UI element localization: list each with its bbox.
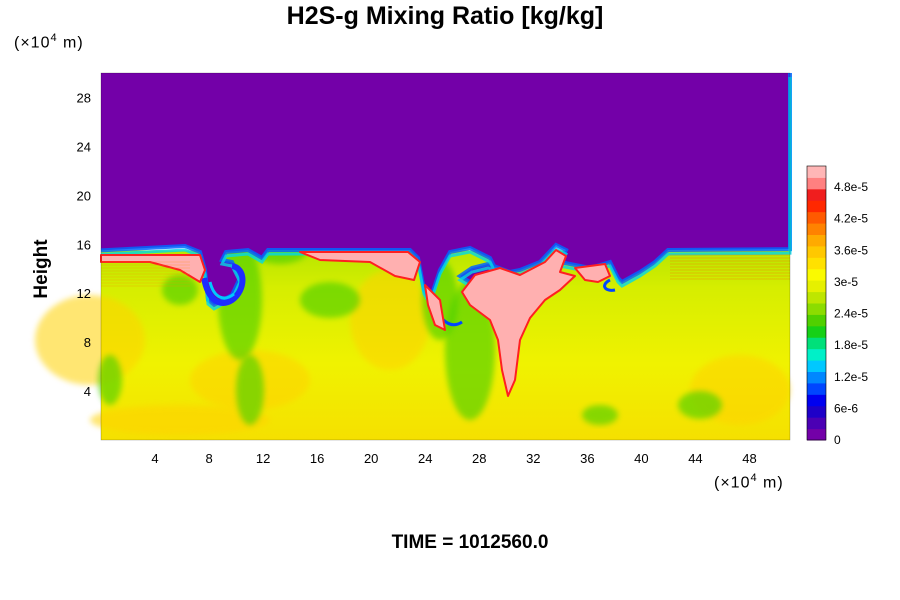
y-tick-label: 12	[77, 286, 91, 301]
colorbar-swatch	[807, 325, 826, 338]
colorbar-swatch	[807, 166, 826, 178]
x-tick-label: 32	[526, 451, 540, 466]
high-value-pocket	[100, 254, 206, 283]
colorbar-swatch	[807, 268, 826, 281]
colorbar-swatch	[807, 245, 826, 258]
y-tick-label: 20	[77, 188, 91, 203]
x-tick-label: 20	[364, 451, 378, 466]
green-patch	[162, 275, 198, 305]
colorbar-swatch	[807, 394, 826, 407]
colorbar-swatch	[807, 337, 826, 350]
colorbar-tick-label: 3.6e-5	[834, 243, 868, 257]
colorbar-swatch	[807, 314, 826, 327]
colorbar-tick-label: 6e-6	[834, 401, 858, 415]
colorbar-tick-label: 3e-5	[834, 275, 858, 289]
colorbar-swatch	[807, 360, 826, 372]
orange-patch	[90, 405, 270, 435]
plot-frame	[100, 72, 791, 441]
colorbar-tick-label: 0	[834, 433, 841, 447]
x-tick-label: 16	[310, 451, 324, 466]
colorbar-tick-label: 1.2e-5	[834, 370, 868, 384]
x-tick-label: 8	[205, 451, 212, 466]
y-tick-label: 24	[77, 139, 91, 154]
colorbar-tick-label: 4.8e-5	[834, 180, 868, 194]
colorbar-swatch	[807, 291, 826, 304]
x-tick-label: 48	[742, 451, 756, 466]
high-value-pocket	[461, 249, 576, 397]
chart-title: H2S-g Mixing Ratio [kg/kg]	[286, 2, 604, 30]
orange-patch	[350, 270, 430, 370]
colorbar-tick-label: 1.8e-5	[834, 338, 868, 352]
colorbar: 0 6e-6 1.2e-5 1.8e-5 2.4e-5 3e-5 3.6e-5 4.2e-5 4…	[806, 165, 868, 447]
colorbar-swatch	[807, 405, 826, 418]
x-tick-label: 12	[256, 451, 270, 466]
colorbar-frame	[806, 165, 827, 441]
x-tick-label: 28	[472, 451, 486, 466]
y-tick-label: 4	[84, 384, 91, 399]
green-patch	[236, 355, 264, 425]
time-label: TIME = 1012560.0	[391, 532, 549, 553]
colorbar-swatch	[807, 177, 826, 190]
colorbar-swatch	[807, 257, 826, 270]
colorbar-swatch	[807, 234, 826, 247]
swirl-blue	[201, 263, 246, 306]
colorbar-swatch	[807, 200, 826, 213]
colorbar-swatch	[807, 348, 826, 361]
colorbar-swatch	[807, 417, 826, 430]
colorbar-swatch	[807, 223, 826, 235]
x-axis-unit: (×104 m)	[714, 472, 784, 492]
colorbar-swatch	[807, 188, 826, 201]
y-tick-label: 8	[84, 335, 91, 350]
colorbar-swatch	[807, 211, 826, 224]
colorbar-tick-label: 4.2e-5	[834, 212, 868, 226]
x-tick-label: 36	[580, 451, 594, 466]
high-value-pocket	[299, 251, 421, 281]
interface-blue	[100, 73, 792, 308]
x-tick-label: 40	[634, 451, 648, 466]
green-patch	[582, 405, 618, 425]
colorbar-swatch	[807, 382, 826, 395]
y-tick-label: 16	[77, 237, 91, 252]
colorbar-swatch	[807, 280, 826, 293]
green-patch	[300, 282, 360, 318]
green-patch	[678, 391, 722, 419]
colorbar-swatch	[807, 303, 826, 315]
colorbar-swatch	[807, 428, 826, 441]
high-value-pocket	[424, 284, 446, 331]
y-axis-unit: (×104 m)	[14, 32, 84, 52]
upper-layer	[101, 73, 790, 305]
high-value-pocket	[574, 263, 611, 283]
x-tick-label: 44	[688, 451, 702, 466]
y-tick-label: 28	[77, 90, 91, 105]
colorbar-swatch	[807, 371, 826, 384]
x-tick-label: 24	[418, 451, 432, 466]
colorbar-tick-label: 2.4e-5	[834, 307, 868, 321]
swirl-blue-3	[603, 278, 616, 292]
swirl-cyan	[208, 281, 235, 300]
x-tick-label: 4	[151, 451, 158, 466]
field-plot-area	[35, 73, 792, 440]
green-patch	[98, 355, 122, 405]
